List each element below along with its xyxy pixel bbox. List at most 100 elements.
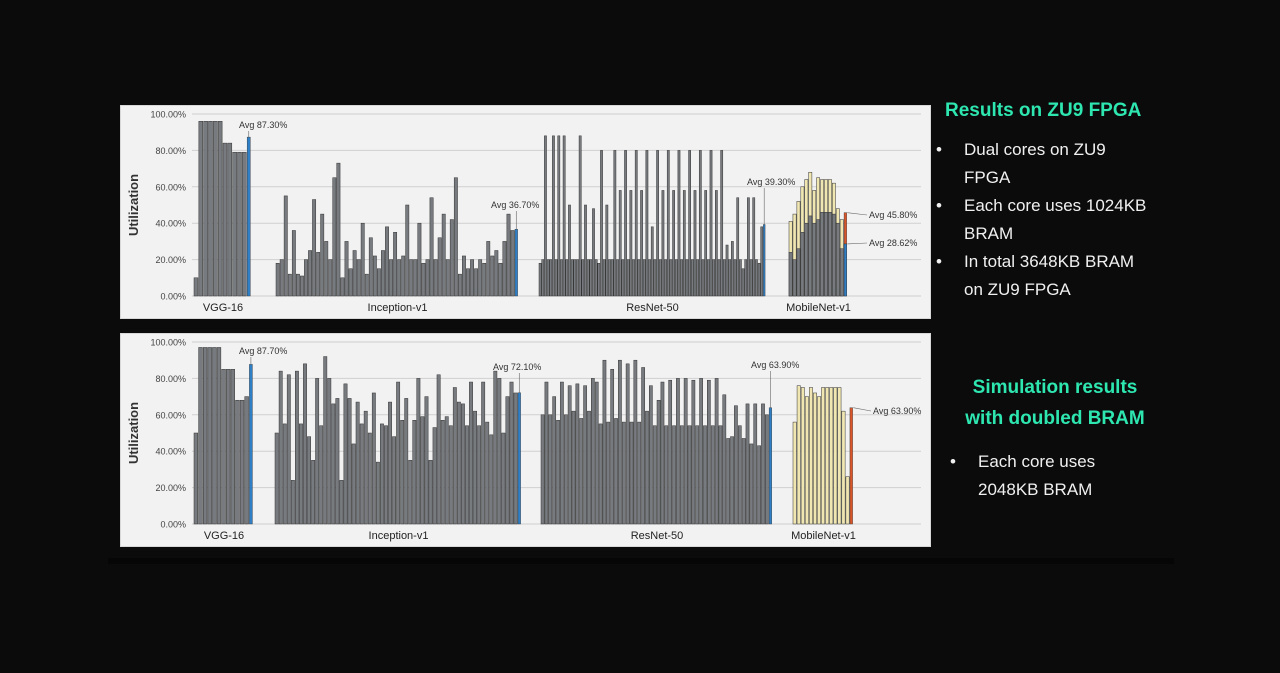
bar xyxy=(294,370,299,525)
y-tick-label: 100.00% xyxy=(150,338,186,348)
bar-lower xyxy=(808,215,813,297)
avg-leader xyxy=(847,212,868,216)
bar xyxy=(594,381,599,525)
bar xyxy=(320,213,325,297)
bar xyxy=(417,222,422,297)
bar xyxy=(642,259,646,297)
bar xyxy=(618,190,622,297)
bar xyxy=(424,396,429,525)
bar xyxy=(737,425,742,525)
bar-lower xyxy=(792,259,797,297)
bar xyxy=(741,438,746,525)
bar xyxy=(633,359,638,525)
bar xyxy=(695,425,700,525)
bar xyxy=(761,403,765,525)
bar xyxy=(674,259,678,297)
avg-label: Avg 36.70% xyxy=(491,200,539,210)
zu9-results-heading: Results on ZU9 FPGA xyxy=(945,100,1142,121)
bar xyxy=(198,347,203,525)
simulation-results-panel: Simulation results with doubled BRAM • E… xyxy=(950,372,1160,504)
bar xyxy=(490,255,495,297)
bar xyxy=(193,277,199,297)
bar xyxy=(207,347,212,525)
bar xyxy=(637,421,642,525)
bar xyxy=(557,135,561,297)
bar xyxy=(614,418,618,525)
bar xyxy=(703,425,707,525)
bar xyxy=(669,259,673,297)
y-tick-label: 100.00% xyxy=(150,110,186,120)
bar xyxy=(744,259,748,297)
bar xyxy=(715,190,718,297)
bar xyxy=(709,150,713,297)
bar xyxy=(367,432,372,525)
bar xyxy=(600,150,603,297)
bar xyxy=(331,403,336,525)
zu9-results-list: • Dual cores on ZU9 FPGA • Each core use… xyxy=(936,136,1276,304)
bar xyxy=(606,421,611,525)
bullet-icon: • xyxy=(950,452,956,471)
bar xyxy=(718,425,723,525)
bar xyxy=(598,423,603,525)
bar xyxy=(640,190,643,297)
bar xyxy=(683,378,688,525)
bar xyxy=(397,259,402,297)
bar xyxy=(304,259,308,297)
avg-bar xyxy=(768,407,772,525)
bar-lower xyxy=(800,232,805,297)
bar xyxy=(506,213,511,297)
chart-zu9-results: 0.00% 20.00% 40.00% 60.00% 80.00% 100.00% Util… xyxy=(120,105,931,319)
heading-line: with doubled BRAM xyxy=(965,408,1145,429)
bar xyxy=(425,259,430,297)
bar xyxy=(291,230,296,297)
bar xyxy=(687,425,692,525)
bar xyxy=(728,259,732,297)
bar xyxy=(739,259,742,297)
bar xyxy=(332,177,337,297)
bar-lower xyxy=(816,219,821,297)
bar xyxy=(473,410,477,525)
list-item-line: Each core uses xyxy=(978,452,1096,471)
bar xyxy=(275,262,280,297)
y-tick-label: 20.00% xyxy=(155,255,186,265)
bar xyxy=(584,204,587,297)
bar xyxy=(198,121,204,297)
avg-bar xyxy=(763,224,766,297)
bar xyxy=(312,199,317,297)
bar xyxy=(324,241,329,297)
bar xyxy=(736,197,740,297)
bar xyxy=(221,369,226,525)
bar xyxy=(610,259,614,297)
bar xyxy=(441,213,446,297)
bar xyxy=(227,142,233,297)
bar xyxy=(274,432,279,525)
bar xyxy=(359,423,364,525)
avg-label: Avg 87.70% xyxy=(239,346,287,356)
bar xyxy=(752,197,756,297)
bar xyxy=(408,460,413,525)
bar xyxy=(680,259,683,297)
list-item: • Dual cores on ZU9 FPGA xyxy=(936,136,1276,192)
bar xyxy=(409,259,414,297)
bar xyxy=(605,204,609,297)
avg-bar xyxy=(249,364,253,525)
bar xyxy=(608,259,611,297)
bar xyxy=(311,460,316,525)
bar-lower xyxy=(835,222,840,297)
bar xyxy=(624,150,627,297)
bar xyxy=(541,259,545,297)
bar xyxy=(544,135,547,297)
bar xyxy=(433,259,438,297)
bar xyxy=(610,369,615,525)
group-label: VGG-16 xyxy=(204,530,244,542)
bar-lower xyxy=(788,252,793,297)
list-item-line: BRAM xyxy=(964,224,1014,243)
bar xyxy=(829,387,834,525)
bar-lower xyxy=(832,213,836,297)
list-item: • In total 3648KB BRAM on ZU9 FPGA xyxy=(936,248,1276,304)
bar xyxy=(230,369,235,525)
bar-lower xyxy=(812,222,817,297)
y-tick-label: 20.00% xyxy=(155,483,186,493)
bar xyxy=(440,420,445,525)
bar xyxy=(723,259,726,297)
